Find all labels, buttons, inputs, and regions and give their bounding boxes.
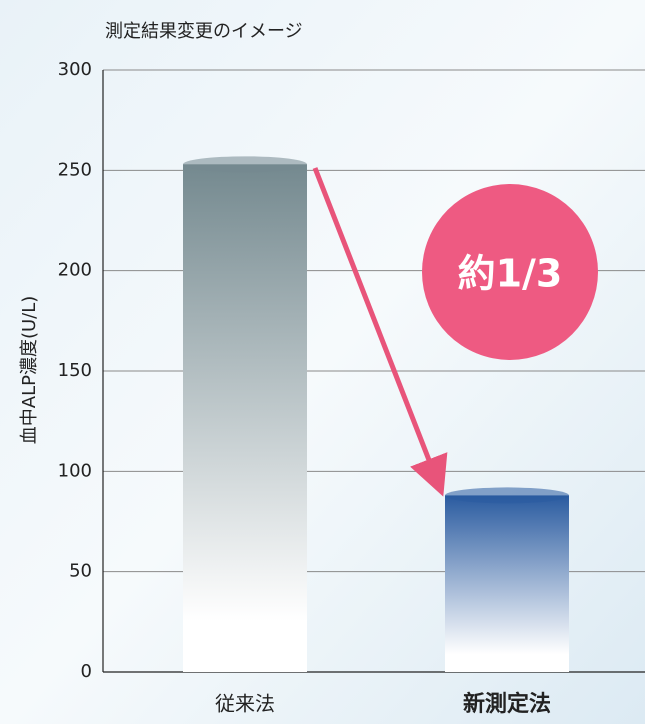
y-axis-label: 血中ALP濃度(U/L) bbox=[19, 296, 40, 445]
x-tick-label: 従来法 bbox=[215, 692, 275, 716]
y-tick-label: 50 bbox=[69, 561, 92, 582]
y-tick-label: 200 bbox=[58, 260, 92, 281]
bar bbox=[445, 495, 569, 672]
bar bbox=[183, 164, 307, 672]
y-tick-label: 250 bbox=[58, 159, 92, 180]
bar-top bbox=[183, 156, 307, 172]
chart: 測定結果変更のイメージ 血中ALP濃度(U/L) 0 50 100 150 200 250… bbox=[0, 0, 645, 724]
bar-top bbox=[445, 487, 569, 503]
page: {"chart_data": {"type": "bar", "title": … bbox=[0, 0, 645, 724]
annotation: 約1/3 bbox=[458, 252, 563, 296]
y-tick-label: 0 bbox=[81, 661, 92, 682]
y-tick-label: 300 bbox=[58, 59, 92, 80]
x-tick-label: 新測定法 bbox=[463, 691, 551, 717]
y-tick-label: 150 bbox=[58, 360, 92, 381]
y-tick-label: 100 bbox=[58, 460, 92, 481]
chart-title: 測定結果変更のイメージ bbox=[105, 21, 303, 42]
